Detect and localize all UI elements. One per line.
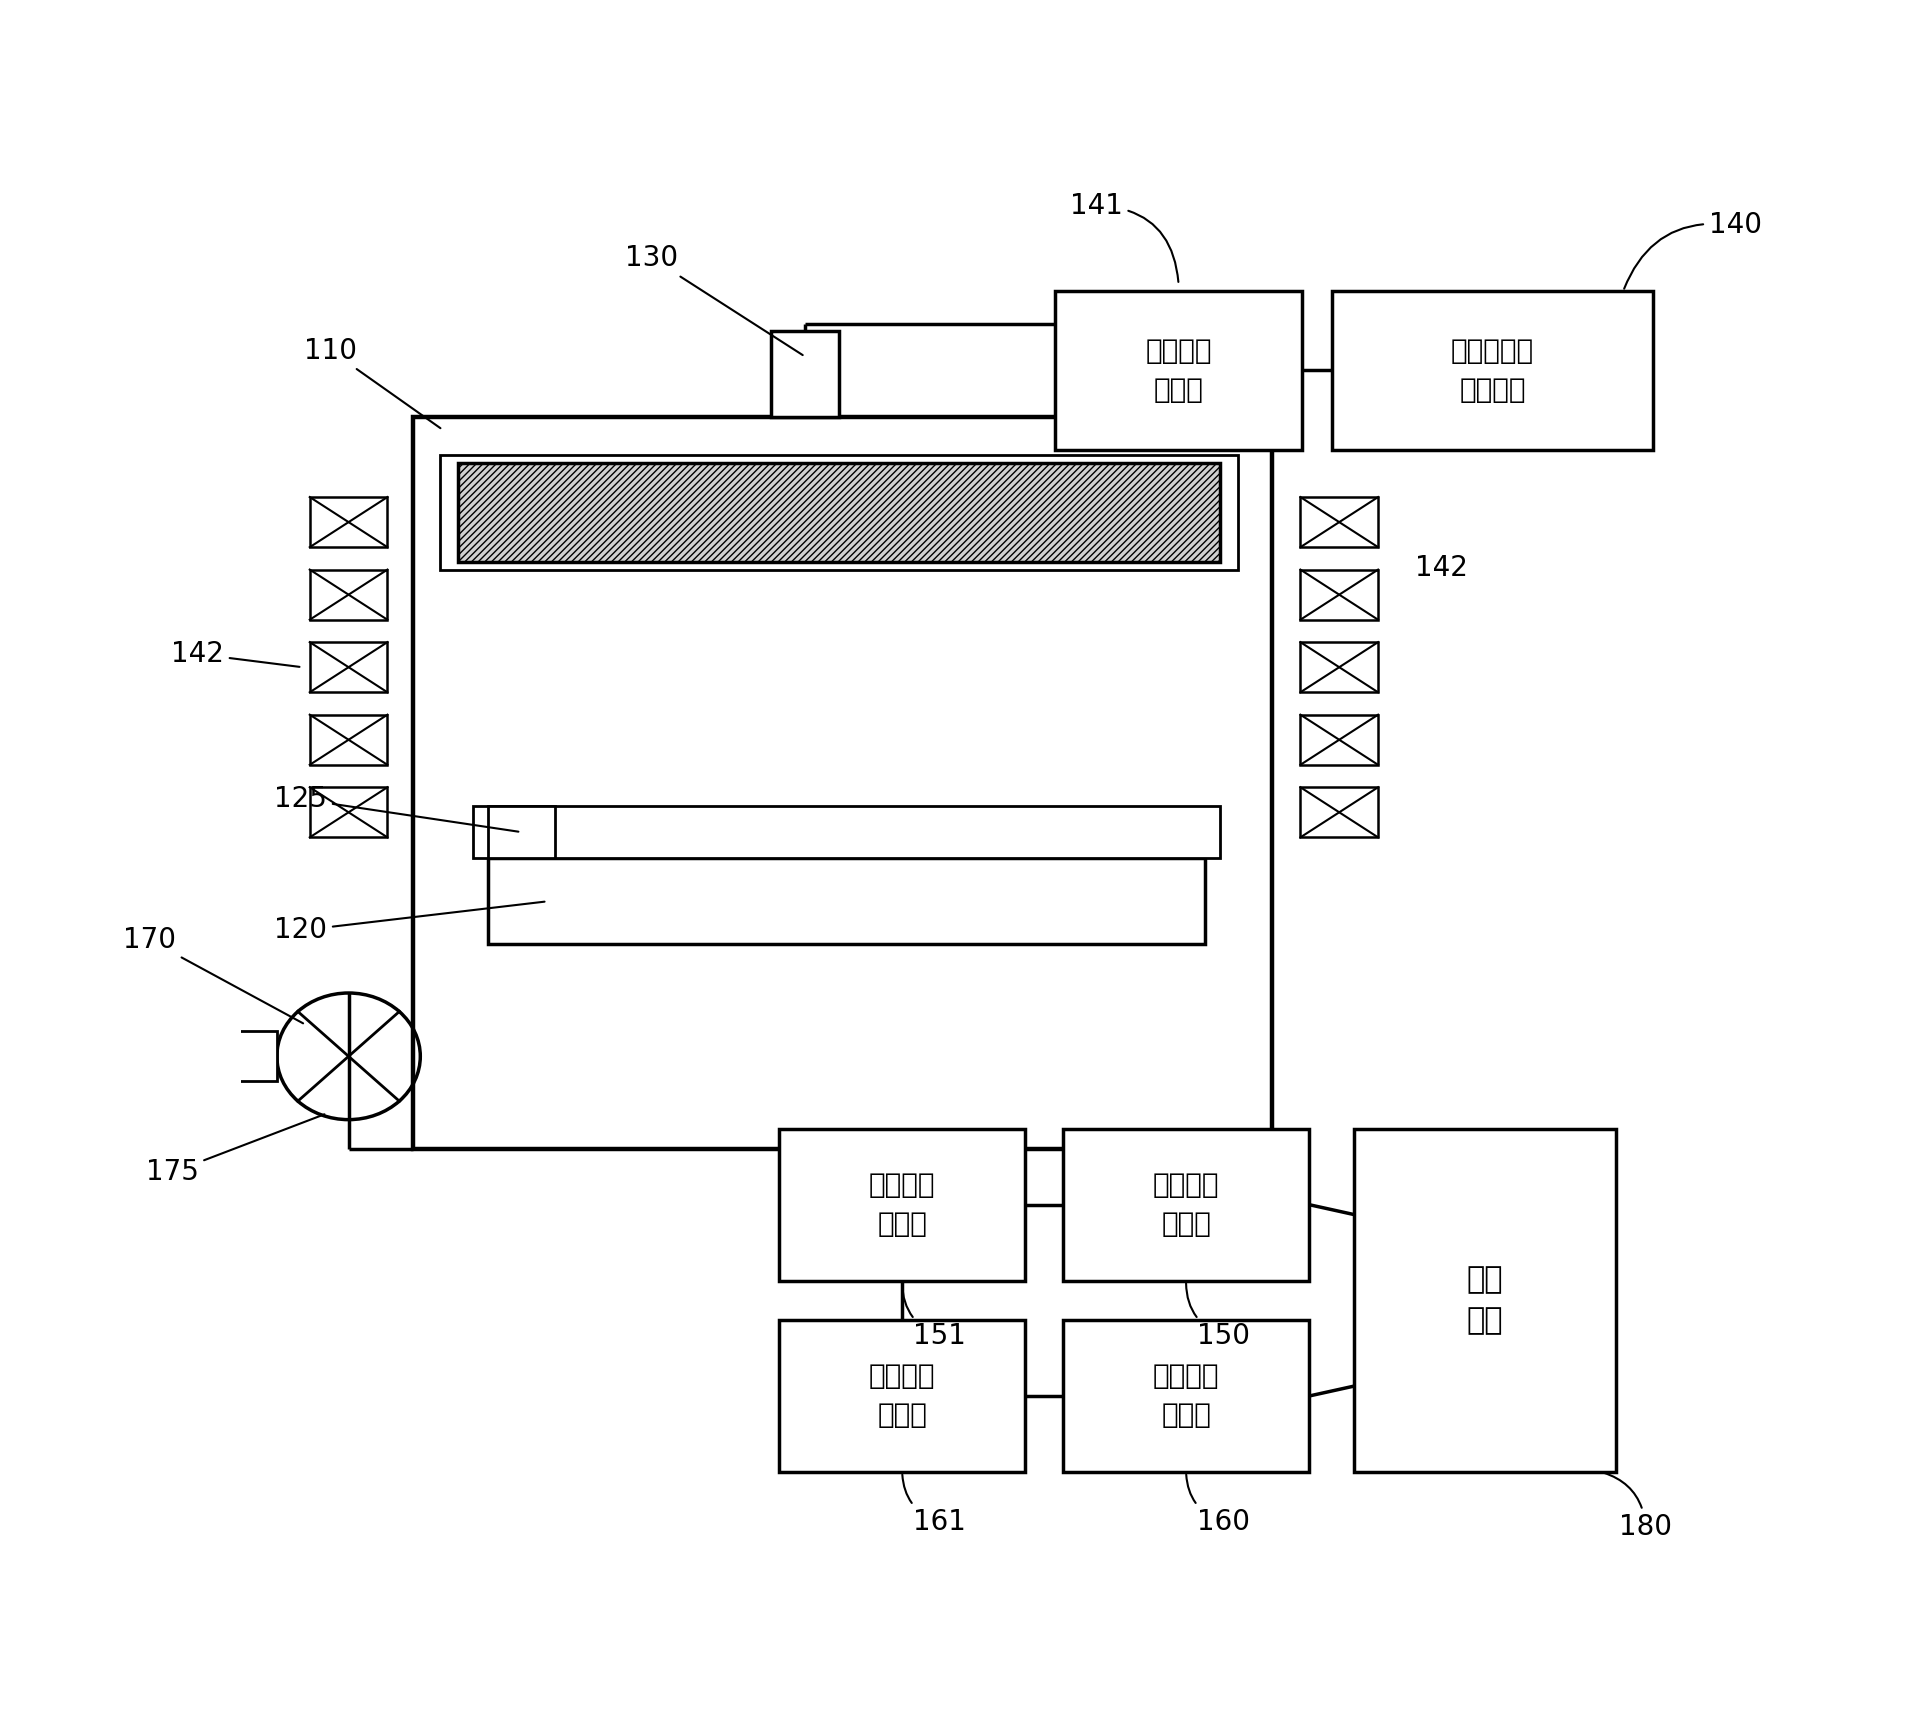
- Text: 第一射频
匹配器: 第一射频 匹配器: [870, 1172, 935, 1238]
- Bar: [1055, 291, 1301, 449]
- Bar: [779, 1129, 1026, 1281]
- Bar: [310, 642, 388, 692]
- Bar: [310, 570, 388, 620]
- Text: 141: 141: [1070, 192, 1178, 283]
- Text: 第三射频
匹配器: 第三射频 匹配器: [1145, 337, 1213, 404]
- Bar: [413, 416, 1272, 1149]
- Bar: [1062, 1321, 1309, 1471]
- Text: 第二偏置
功率源: 第二偏置 功率源: [1153, 1362, 1218, 1429]
- Bar: [472, 805, 1220, 858]
- Bar: [214, 1031, 278, 1081]
- Bar: [440, 456, 1238, 570]
- Text: 第一偏置
功率源: 第一偏置 功率源: [1153, 1172, 1218, 1238]
- Text: 151: 151: [902, 1283, 966, 1350]
- Text: 控制
单元: 控制 单元: [1467, 1266, 1504, 1334]
- Bar: [1299, 497, 1379, 546]
- Bar: [310, 788, 388, 838]
- Bar: [1062, 1129, 1309, 1281]
- Bar: [1353, 1129, 1616, 1471]
- Bar: [1299, 714, 1379, 764]
- Bar: [771, 331, 839, 416]
- Bar: [1299, 642, 1379, 692]
- Bar: [488, 858, 1205, 944]
- Bar: [457, 463, 1220, 562]
- Text: 电感耦合射
频功率源: 电感耦合射 频功率源: [1452, 337, 1535, 404]
- Text: 140: 140: [1623, 211, 1762, 289]
- Text: 160: 160: [1186, 1475, 1249, 1537]
- Text: 第二射频
匹配器: 第二射频 匹配器: [870, 1362, 935, 1429]
- Text: 125: 125: [274, 785, 519, 833]
- Bar: [1299, 788, 1379, 838]
- Text: 150: 150: [1186, 1283, 1249, 1350]
- Text: 120: 120: [274, 901, 544, 944]
- Text: 175: 175: [147, 1113, 324, 1187]
- Bar: [310, 714, 388, 764]
- Text: 180: 180: [1604, 1473, 1672, 1542]
- Text: 142: 142: [1415, 555, 1469, 582]
- Bar: [1332, 291, 1652, 449]
- Text: 161: 161: [902, 1475, 966, 1537]
- Text: 130: 130: [625, 245, 802, 355]
- Bar: [488, 805, 555, 858]
- Bar: [1299, 570, 1379, 620]
- Bar: [310, 497, 388, 546]
- Bar: [779, 1321, 1026, 1471]
- Text: 142: 142: [172, 641, 299, 668]
- Text: 170: 170: [123, 927, 303, 1023]
- Text: 110: 110: [305, 337, 440, 428]
